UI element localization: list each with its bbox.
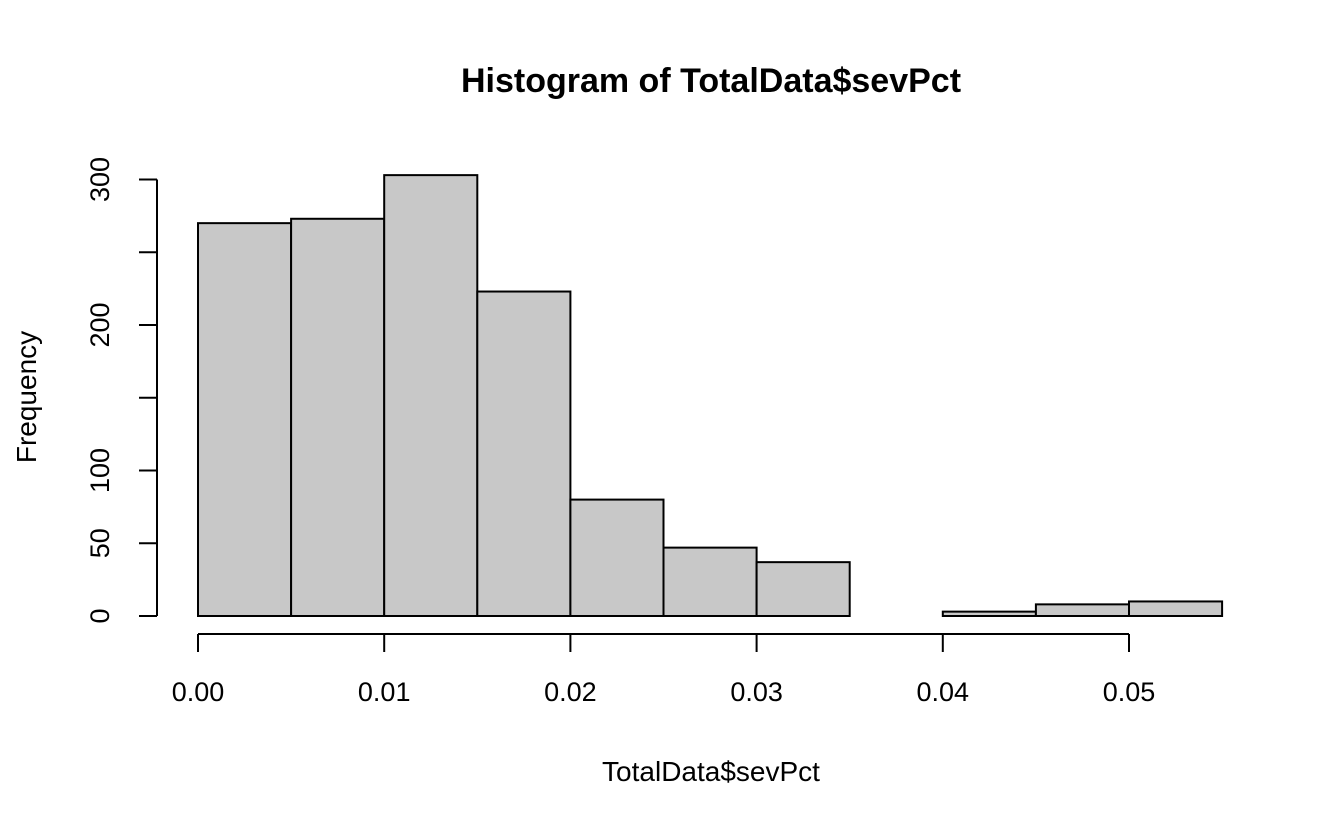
y-tick-label: 200	[85, 302, 115, 347]
x-tick-label: 0.02	[544, 677, 597, 707]
histogram-bar-6	[755, 561, 851, 617]
bars-group	[197, 174, 1224, 618]
x-tick-label: 0.04	[917, 677, 970, 707]
x-tick-label: 0.00	[172, 677, 225, 707]
histogram-bar-1	[290, 217, 386, 617]
x-tick-label: 0.05	[1103, 677, 1156, 707]
y-axis: 0 50 100 200 300	[85, 157, 158, 624]
y-tick-label: 50	[85, 528, 115, 558]
histogram-bar-8	[941, 610, 1037, 618]
x-tick-label: 0.03	[730, 677, 783, 707]
x-tick-label: 0.01	[358, 677, 411, 707]
histogram-bar-0	[197, 222, 293, 617]
y-axis-label: Frequency	[11, 331, 42, 463]
y-tick-label: 0	[85, 608, 115, 623]
chart-title: Histogram of TotalData$sevPct	[461, 62, 961, 100]
histogram-bar-4	[569, 498, 665, 618]
histogram-bar-2	[383, 174, 479, 617]
y-tick-label: 100	[85, 448, 115, 493]
x-axis-label: TotalData$sevPct	[602, 756, 820, 787]
histogram-bar-5	[662, 546, 758, 617]
histogram-bar-3	[476, 290, 572, 617]
y-tick-label: 300	[85, 157, 115, 202]
histogram-bar-10	[1128, 600, 1224, 618]
histogram-bar-9	[1034, 603, 1131, 617]
x-axis: 0.00 0.01 0.02 0.03 0.04 0.05	[172, 633, 1156, 707]
